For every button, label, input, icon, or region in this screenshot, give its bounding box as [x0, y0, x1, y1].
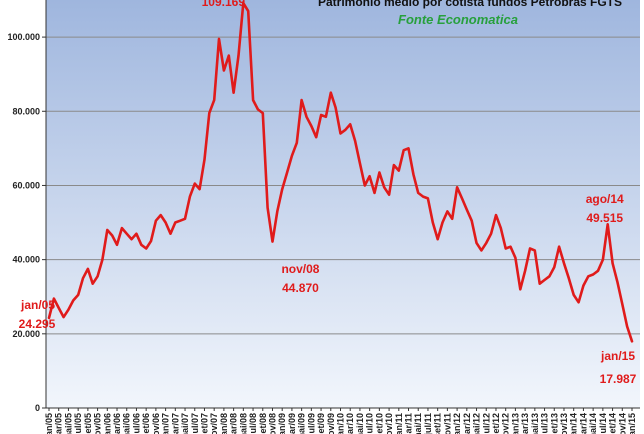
x-tick-label: jan/09: [277, 413, 287, 434]
x-tick-label: jan/14: [569, 413, 579, 434]
x-tick-label: set/10: [374, 413, 384, 434]
x-tick-label: mar/06: [112, 413, 122, 434]
annotation-label: ago/14: [586, 192, 624, 206]
x-tick-label: jul/12: [481, 413, 491, 434]
y-tick-label: 80.000: [12, 106, 40, 116]
x-tick-label: jul/13: [540, 413, 550, 434]
annotation-value: 44.870: [282, 281, 319, 295]
x-tick-label: set/12: [491, 413, 501, 434]
x-tick-label: nov/11: [442, 413, 452, 434]
x-tick-label: jan/13: [510, 413, 520, 434]
x-tick-label: set/13: [549, 413, 559, 434]
annotation-label: jan/05: [20, 298, 55, 312]
x-tick-label: set/07: [199, 413, 209, 434]
y-tick-label: 0: [35, 403, 40, 413]
x-tick-label: mar/12: [462, 413, 472, 434]
chart-title: Patrimônio médio por cotista fundos Petr…: [318, 0, 622, 9]
annotation-value: 17.987: [600, 372, 637, 386]
y-tick-label: 60.000: [12, 180, 40, 190]
x-tick-label: nov/13: [559, 413, 569, 434]
x-tick-label: nov/08: [267, 413, 277, 434]
x-tick-label: jan/08: [219, 413, 229, 434]
x-tick-label: nov/06: [151, 413, 161, 434]
x-tick-label: mar/08: [229, 413, 239, 434]
x-tick-label: mai/10: [355, 413, 365, 434]
x-tick-label: jan/12: [452, 413, 462, 434]
x-tick-label: mai/11: [413, 413, 423, 434]
x-tick-label: set/08: [258, 413, 268, 434]
annotation-value: 49.515: [586, 211, 623, 225]
x-tick-label: nov/12: [501, 413, 511, 434]
x-tick-label: nov/07: [209, 413, 219, 434]
x-tick-label: set/11: [433, 413, 443, 434]
x-tick-label: set/09: [316, 413, 326, 434]
x-tick-label: mar/13: [520, 413, 530, 434]
series-line: [47, 1, 634, 343]
annotations: jan/05 24.295 109.169 nov/08 44.870 ago/14 49.…: [19, 0, 637, 386]
x-tick-label: jan/15: [627, 413, 637, 434]
x-tick-label: mai/12: [472, 413, 482, 434]
x-tick-label: jul/11: [423, 413, 433, 434]
x-tick-label: mar/09: [287, 413, 297, 434]
x-tick-label: mai/13: [530, 413, 540, 434]
x-tick-label: jul/08: [248, 413, 258, 434]
x-tick-label: nov/05: [93, 413, 103, 434]
x-tick-label: nov/14: [617, 413, 627, 434]
x-tick-label: set/14: [608, 413, 618, 434]
x-tick-label: set/05: [83, 413, 93, 434]
annotation-value: 24.295: [19, 317, 56, 331]
x-tick-label: jul/07: [190, 413, 200, 434]
x-tick-label: jan/06: [102, 413, 112, 434]
x-tick-label: jul/10: [365, 413, 375, 434]
x-tick-label: mar/11: [404, 413, 414, 434]
x-tick-label: jan/07: [161, 413, 171, 434]
x-tick-label: jan/10: [336, 413, 346, 434]
x-tick-label: jul/09: [306, 413, 316, 434]
x-tick-label: mai/05: [63, 413, 73, 434]
x-tick-label: mar/07: [170, 413, 180, 434]
x-tick-label: jul/14: [598, 413, 608, 434]
x-tick-label: mar/14: [578, 413, 588, 434]
x-tick-label: set/06: [141, 413, 151, 434]
annotation-label: jan/15: [600, 349, 635, 363]
y-tick-label: 20.000: [12, 329, 40, 339]
x-tick-label: mar/10: [345, 413, 355, 434]
annotation-value: 109.169: [202, 0, 246, 9]
series: [47, 1, 634, 343]
chart-subtitle: Fonte Economatica: [398, 12, 518, 27]
x-tick-label: mai/08: [238, 413, 248, 434]
x-tick-label: jul/06: [131, 413, 141, 434]
x-tick-label: mai/07: [180, 413, 190, 434]
x-tick-label: nov/09: [326, 413, 336, 434]
x-tick-label: mai/09: [297, 413, 307, 434]
grid-lines: [46, 36, 640, 335]
x-tick-label: mai/06: [122, 413, 132, 434]
plot-area: [46, 0, 640, 408]
x-tick-label: jan/05: [44, 413, 54, 434]
y-tick-label: 100.000: [7, 32, 40, 42]
x-tick-label: nov/10: [384, 413, 394, 434]
annotation-label: nov/08: [281, 262, 319, 276]
y-tick-label: 40.000: [12, 255, 40, 265]
x-tick-label: jan/11: [394, 413, 404, 434]
x-axis: jan/05 mar/05 mai/05 jul/05 set/05 nov/05 jan/…: [44, 407, 640, 434]
x-tick-label: jul/05: [73, 413, 83, 434]
x-tick-label: mai/14: [588, 413, 598, 434]
y-axis: 0 20.000 40.000 60.000 80.000 100.000: [7, 0, 47, 413]
x-tick-label: mar/05: [54, 413, 64, 434]
